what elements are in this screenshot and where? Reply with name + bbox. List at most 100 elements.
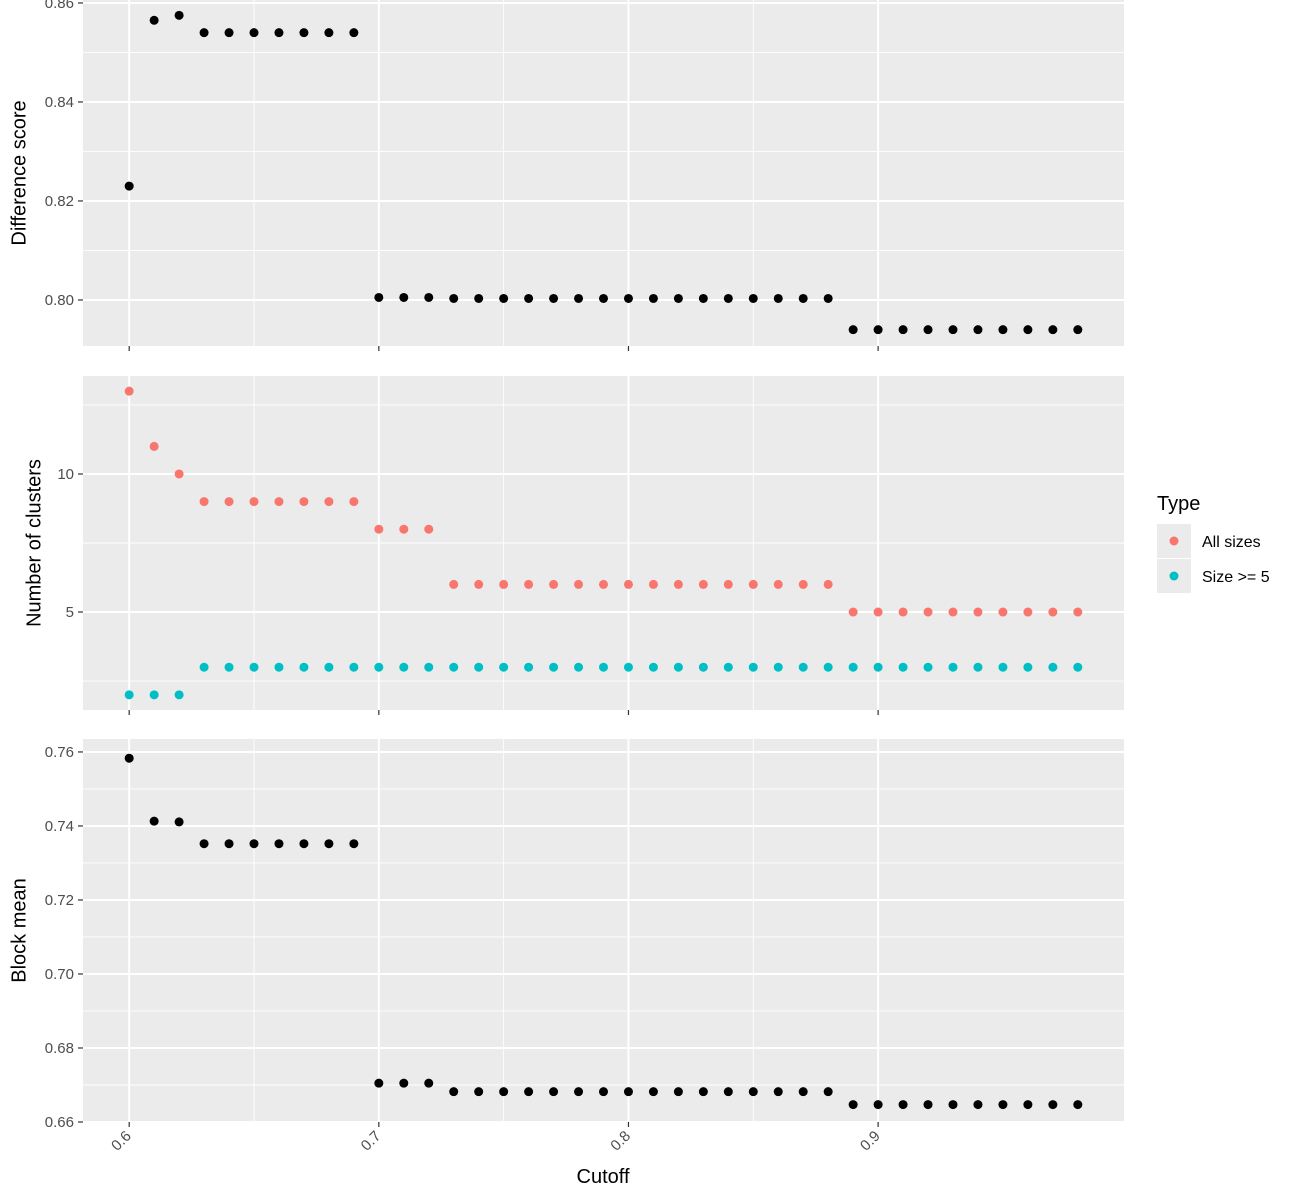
data-point bbox=[623, 579, 633, 589]
data-point bbox=[623, 662, 633, 672]
data-point bbox=[499, 293, 509, 303]
data-point bbox=[698, 579, 708, 589]
data-point bbox=[399, 524, 409, 534]
data-point bbox=[998, 325, 1008, 335]
data-point bbox=[524, 662, 534, 672]
data-point bbox=[574, 1087, 584, 1097]
data-point bbox=[998, 1100, 1008, 1110]
data-point bbox=[349, 28, 359, 38]
data-point bbox=[898, 607, 908, 617]
data-point bbox=[224, 497, 234, 507]
data-point bbox=[274, 28, 284, 38]
data-point bbox=[898, 325, 908, 335]
data-point bbox=[299, 839, 309, 849]
data-point bbox=[249, 497, 259, 507]
data-point bbox=[149, 690, 159, 700]
data-point bbox=[249, 28, 259, 38]
data-point bbox=[549, 1087, 559, 1097]
data-point bbox=[124, 181, 134, 191]
legend-label-all-sizes: All sizes bbox=[1202, 534, 1261, 551]
data-point bbox=[923, 1100, 933, 1110]
x-tick-label: 0.7 bbox=[358, 1128, 385, 1155]
data-point bbox=[349, 839, 359, 849]
data-point bbox=[948, 607, 958, 617]
data-point bbox=[199, 662, 209, 672]
y-tick-label: 0.74 bbox=[45, 818, 74, 835]
y-tick-label: 0.76 bbox=[45, 744, 74, 761]
data-point bbox=[524, 579, 534, 589]
data-point bbox=[798, 662, 808, 672]
data-point bbox=[873, 607, 883, 617]
data-point bbox=[274, 497, 284, 507]
data-point bbox=[599, 662, 608, 672]
data-point bbox=[798, 1087, 808, 1097]
data-point bbox=[748, 293, 758, 303]
data-point bbox=[698, 662, 708, 672]
series-all-sizes bbox=[124, 386, 1083, 617]
data-point bbox=[199, 28, 209, 38]
y-axis-title: Difference score bbox=[8, 100, 30, 245]
data-point bbox=[349, 497, 359, 507]
data-point bbox=[823, 579, 833, 589]
data-point bbox=[823, 1087, 833, 1097]
data-point bbox=[648, 1087, 658, 1097]
data-point bbox=[574, 662, 584, 672]
data-point bbox=[324, 839, 334, 849]
data-point bbox=[324, 497, 334, 507]
data-point bbox=[923, 607, 933, 617]
data-point bbox=[823, 293, 833, 303]
data-point bbox=[124, 690, 134, 700]
data-point bbox=[499, 579, 509, 589]
data-point bbox=[698, 293, 708, 303]
data-point bbox=[998, 607, 1008, 617]
data-point bbox=[499, 1087, 509, 1097]
data-point bbox=[174, 817, 184, 827]
data-point bbox=[599, 293, 608, 303]
data-point bbox=[973, 607, 983, 617]
y-tick-label: 0.66 bbox=[45, 1114, 74, 1131]
panel-background bbox=[83, 739, 1124, 1122]
data-point bbox=[1023, 325, 1033, 335]
data-point bbox=[249, 662, 259, 672]
data-point bbox=[748, 579, 758, 589]
data-point bbox=[224, 28, 234, 38]
panel-difference-score: 0.80 0.82 0.84 0.86 Difference score bbox=[8, 0, 1124, 351]
x-tick-label: 0.9 bbox=[857, 1128, 884, 1155]
data-point bbox=[474, 662, 484, 672]
data-point bbox=[723, 1087, 733, 1097]
x-axis-title: Cutoff bbox=[577, 1166, 630, 1188]
data-point bbox=[848, 325, 858, 335]
data-point bbox=[374, 662, 384, 672]
data-point bbox=[798, 579, 808, 589]
data-point bbox=[449, 579, 459, 589]
data-point bbox=[1073, 607, 1083, 617]
data-point bbox=[549, 662, 559, 672]
data-point bbox=[773, 293, 783, 303]
data-point bbox=[199, 839, 209, 849]
y-tick-label: 0.72 bbox=[45, 892, 74, 909]
panels-layer: 0.80 0.82 0.84 0.86 Difference score 5 10 Numbe… bbox=[8, 0, 1124, 1154]
series-size-5 bbox=[124, 662, 1083, 700]
data-point bbox=[474, 579, 484, 589]
data-point bbox=[174, 469, 184, 479]
data-point bbox=[648, 662, 658, 672]
data-point bbox=[324, 28, 334, 38]
data-point bbox=[748, 1087, 758, 1097]
data-point bbox=[249, 839, 259, 849]
data-point bbox=[599, 579, 608, 589]
panel-block-mean: 0.66 0.68 0.70 0.72 0.74 0.76 0.6 0.7 0.8 0.9 Bloc… bbox=[8, 739, 1124, 1154]
data-point bbox=[1023, 662, 1033, 672]
y-tick-label: 0.80 bbox=[45, 292, 74, 309]
y-tick-label: 0.70 bbox=[45, 966, 74, 983]
data-point bbox=[873, 325, 883, 335]
y-tick-label: 0.68 bbox=[45, 1040, 74, 1057]
data-point bbox=[474, 1087, 484, 1097]
data-point bbox=[773, 1087, 783, 1097]
data-point bbox=[224, 839, 234, 849]
data-point bbox=[973, 1100, 983, 1110]
x-tick-label: 0.8 bbox=[607, 1128, 634, 1155]
data-point bbox=[299, 497, 309, 507]
data-point bbox=[399, 292, 409, 302]
data-point bbox=[898, 662, 908, 672]
legend-swatch-size-5 bbox=[1169, 571, 1179, 581]
